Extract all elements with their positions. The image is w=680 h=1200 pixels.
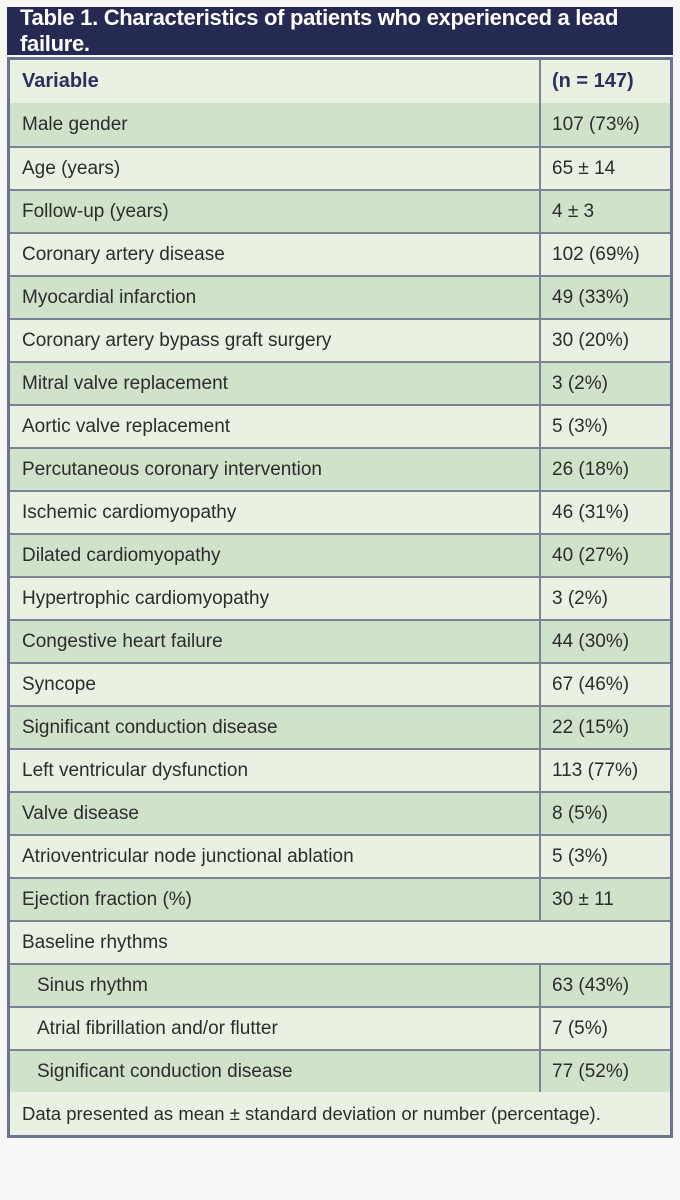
table-row: Aortic valve replacement 5 (3%) bbox=[10, 404, 670, 447]
row-variable-label: Coronary artery bypass graft surgery bbox=[22, 329, 332, 351]
row-value: 102 (69%) bbox=[539, 234, 670, 275]
table-footnote-row: Data presented as mean ± standard deviat… bbox=[10, 1092, 670, 1135]
table-grid: Variable (n = 147) Male gender 107 (73%) A… bbox=[7, 57, 673, 1138]
row-variable-label: Ischemic cardiomyopathy bbox=[22, 501, 237, 523]
row-variable-label: Valve disease bbox=[22, 802, 139, 824]
row-value: 113 (77%) bbox=[539, 750, 670, 791]
row-value: 7 (5%) bbox=[539, 1008, 670, 1049]
row-variable-label: Significant conduction disease bbox=[37, 1060, 293, 1082]
table-row: Ischemic cardiomyopathy 46 (31%) bbox=[10, 490, 670, 533]
row-value: 30 (20%) bbox=[539, 320, 670, 361]
row-value: 3 (2%) bbox=[539, 363, 670, 404]
table-title: Table 1. Characteristics of patients who… bbox=[20, 5, 619, 56]
row-value: 46 (31%) bbox=[539, 492, 670, 533]
characteristics-table: Table 1. Characteristics of patients who… bbox=[7, 5, 673, 1138]
table-row: Coronary artery disease 102 (69%) bbox=[10, 232, 670, 275]
table-row: Congestive heart failure 44 (30%) bbox=[10, 619, 670, 662]
table-row: Baseline rhythms bbox=[10, 920, 670, 963]
row-variable-label: Dilated cardiomyopathy bbox=[22, 544, 221, 566]
row-value: 5 (3%) bbox=[539, 406, 670, 447]
row-variable-label: Sinus rhythm bbox=[37, 974, 148, 996]
row-value: 4 ± 3 bbox=[539, 191, 670, 232]
row-variable-label: Congestive heart failure bbox=[22, 630, 223, 652]
row-variable-label: Aortic valve replacement bbox=[22, 415, 231, 437]
table-body: Male gender 107 (73%) Age (years) 65 ± 14 Fo… bbox=[10, 103, 670, 1092]
column-header-variable: Variable bbox=[22, 70, 99, 92]
row-value: 65 ± 14 bbox=[539, 148, 670, 189]
row-value: 63 (43%) bbox=[539, 965, 670, 1006]
table-row: Sinus rhythm 63 (43%) bbox=[10, 963, 670, 1006]
table-footnote: Data presented as mean ± standard deviat… bbox=[22, 1102, 601, 1124]
table-row: Left ventricular dysfunction 113 (77%) bbox=[10, 748, 670, 791]
table-row: Age (years) 65 ± 14 bbox=[10, 146, 670, 189]
table-row: Myocardial infarction 49 (33%) bbox=[10, 275, 670, 318]
row-variable-label: Male gender bbox=[22, 113, 128, 135]
table-title-bar: Table 1. Characteristics of patients who… bbox=[7, 5, 673, 56]
table-row: Mitral valve replacement 3 (2%) bbox=[10, 361, 670, 404]
table-row: Significant conduction disease 22 (15%) bbox=[10, 705, 670, 748]
row-variable-label: Ejection fraction (%) bbox=[22, 888, 193, 910]
row-variable-label: Syncope bbox=[22, 673, 96, 695]
row-variable-label: Mitral valve replacement bbox=[22, 372, 228, 394]
row-variable-label: Percutaneous coronary intervention bbox=[22, 458, 322, 480]
row-variable-label: Coronary artery disease bbox=[22, 243, 225, 265]
table-row: Significant conduction disease 77 (52%) bbox=[10, 1049, 670, 1092]
row-value: 30 ± 11 bbox=[539, 879, 670, 920]
row-value: 40 (27%) bbox=[539, 535, 670, 576]
row-value: 49 (33%) bbox=[539, 277, 670, 318]
row-variable-label: Atrial fibrillation and/or flutter bbox=[37, 1017, 278, 1039]
table-row: Atrial fibrillation and/or flutter 7 (5%) bbox=[10, 1006, 670, 1049]
table-row: Hypertrophic cardiomyopathy 3 (2%) bbox=[10, 576, 670, 619]
row-value: 107 (73%) bbox=[539, 103, 670, 146]
table-row: Follow-up (years) 4 ± 3 bbox=[10, 189, 670, 232]
table-row: Male gender 107 (73%) bbox=[10, 103, 670, 146]
row-variable-label: Atrioventricular node junctional ablatio… bbox=[22, 845, 354, 867]
row-value: 3 (2%) bbox=[539, 578, 670, 619]
row-variable-label: Follow-up (years) bbox=[22, 200, 169, 222]
table-row: Syncope 67 (46%) bbox=[10, 662, 670, 705]
row-variable-label: Significant conduction disease bbox=[22, 716, 278, 738]
row-variable-label: Myocardial infarction bbox=[22, 286, 197, 308]
table-row: Percutaneous coronary intervention 26 (18… bbox=[10, 447, 670, 490]
row-value: 67 (46%) bbox=[539, 664, 670, 705]
row-value: 22 (15%) bbox=[539, 707, 670, 748]
row-value: 8 (5%) bbox=[539, 793, 670, 834]
row-value: 44 (30%) bbox=[539, 621, 670, 662]
row-variable-label: Age (years) bbox=[22, 157, 121, 179]
row-variable-label: Left ventricular dysfunction bbox=[22, 759, 249, 781]
row-variable-label: Hypertrophic cardiomyopathy bbox=[22, 587, 270, 609]
row-value: 77 (52%) bbox=[539, 1051, 670, 1092]
row-value: 26 (18%) bbox=[539, 449, 670, 490]
row-variable-label: Baseline rhythms bbox=[22, 931, 168, 953]
table-row: Atrioventricular node junctional ablatio… bbox=[10, 834, 670, 877]
table-header-row: Variable (n = 147) bbox=[10, 60, 670, 103]
table-row: Valve disease 8 (5%) bbox=[10, 791, 670, 834]
table-row: Dilated cardiomyopathy 40 (27%) bbox=[10, 533, 670, 576]
table-row: Coronary artery bypass graft surgery 30 (… bbox=[10, 318, 670, 361]
row-value: 5 (3%) bbox=[539, 836, 670, 877]
column-header-count: (n = 147) bbox=[539, 60, 670, 103]
table-row: Ejection fraction (%) 30 ± 11 bbox=[10, 877, 670, 920]
